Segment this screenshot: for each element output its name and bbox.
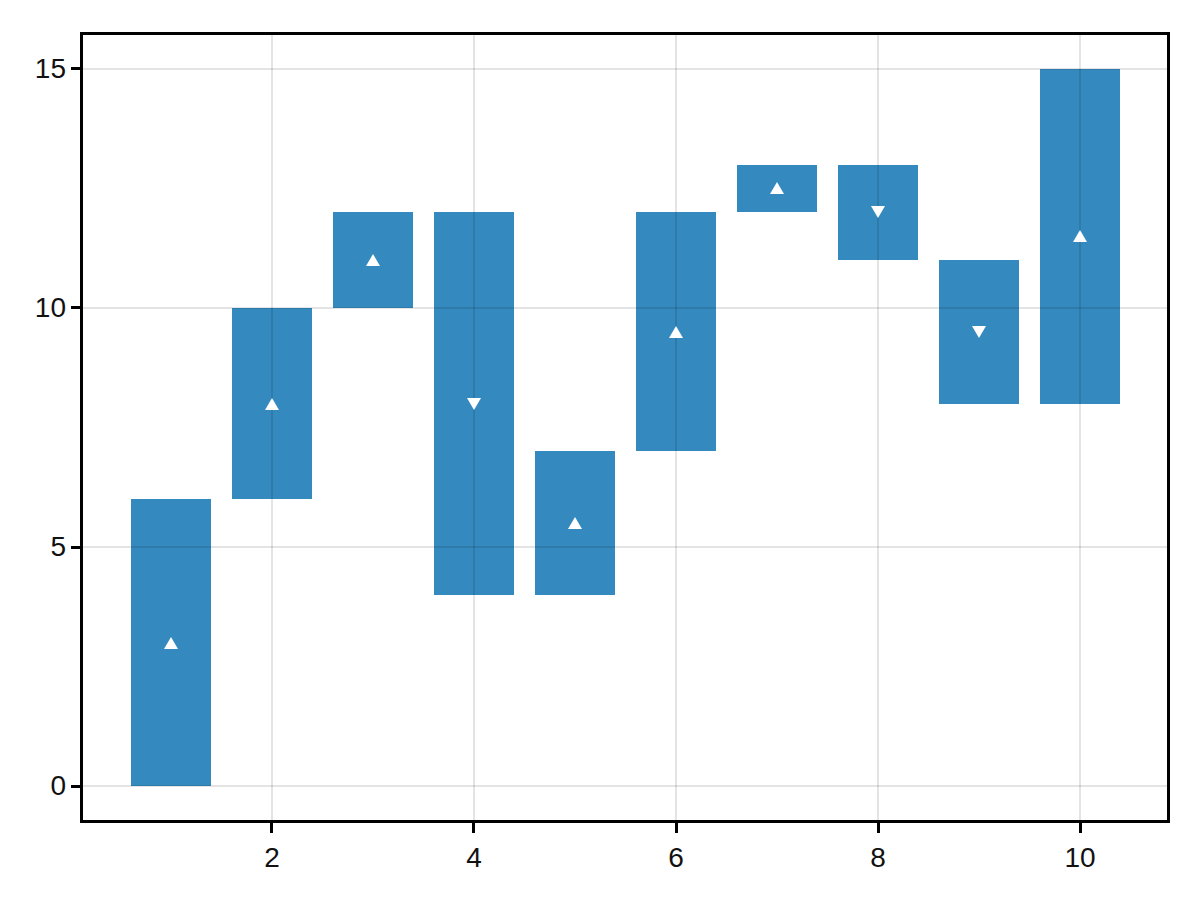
plot-area: 246810051015 (82, 34, 1168, 821)
x-tick-label: 8 (838, 841, 918, 875)
triangle-up-marker (770, 182, 784, 194)
triangle-up-marker (568, 517, 582, 529)
x-tick-label: 2 (232, 841, 312, 875)
triangle-up-marker (669, 326, 683, 338)
x-tick-label: 10 (1040, 841, 1120, 875)
y-tick-mark (71, 306, 81, 309)
triangle-down-marker (972, 326, 986, 338)
figure: 2 4 6 8 10 0 5 10 15 (0, 0, 1200, 900)
x-tick-mark (1079, 823, 1082, 833)
y-tick-mark (71, 546, 81, 549)
gridline-horizontal (82, 785, 1168, 787)
x-tick-mark (472, 823, 475, 833)
triangle-down-marker (467, 398, 481, 410)
y-tick-label: 10 (4, 291, 66, 325)
gridline-horizontal (82, 68, 1168, 70)
y-tick-label: 5 (4, 530, 66, 564)
x-tick-label: 4 (434, 841, 514, 875)
triangle-up-marker (164, 637, 178, 649)
y-tick-label: 15 (4, 52, 66, 86)
triangle-down-marker (871, 206, 885, 218)
triangle-up-marker (1073, 230, 1087, 242)
x-tick-mark (270, 823, 273, 833)
triangle-up-marker (265, 398, 279, 410)
y-tick-mark (71, 785, 81, 788)
triangle-up-marker (366, 254, 380, 266)
gridline-horizontal (82, 546, 1168, 548)
y-tick-mark (71, 67, 81, 70)
x-tick-mark (877, 823, 880, 833)
x-tick-label: 6 (636, 841, 716, 875)
y-tick-label: 0 (4, 769, 66, 803)
gridline-vertical (877, 34, 879, 821)
x-tick-mark (675, 823, 678, 833)
